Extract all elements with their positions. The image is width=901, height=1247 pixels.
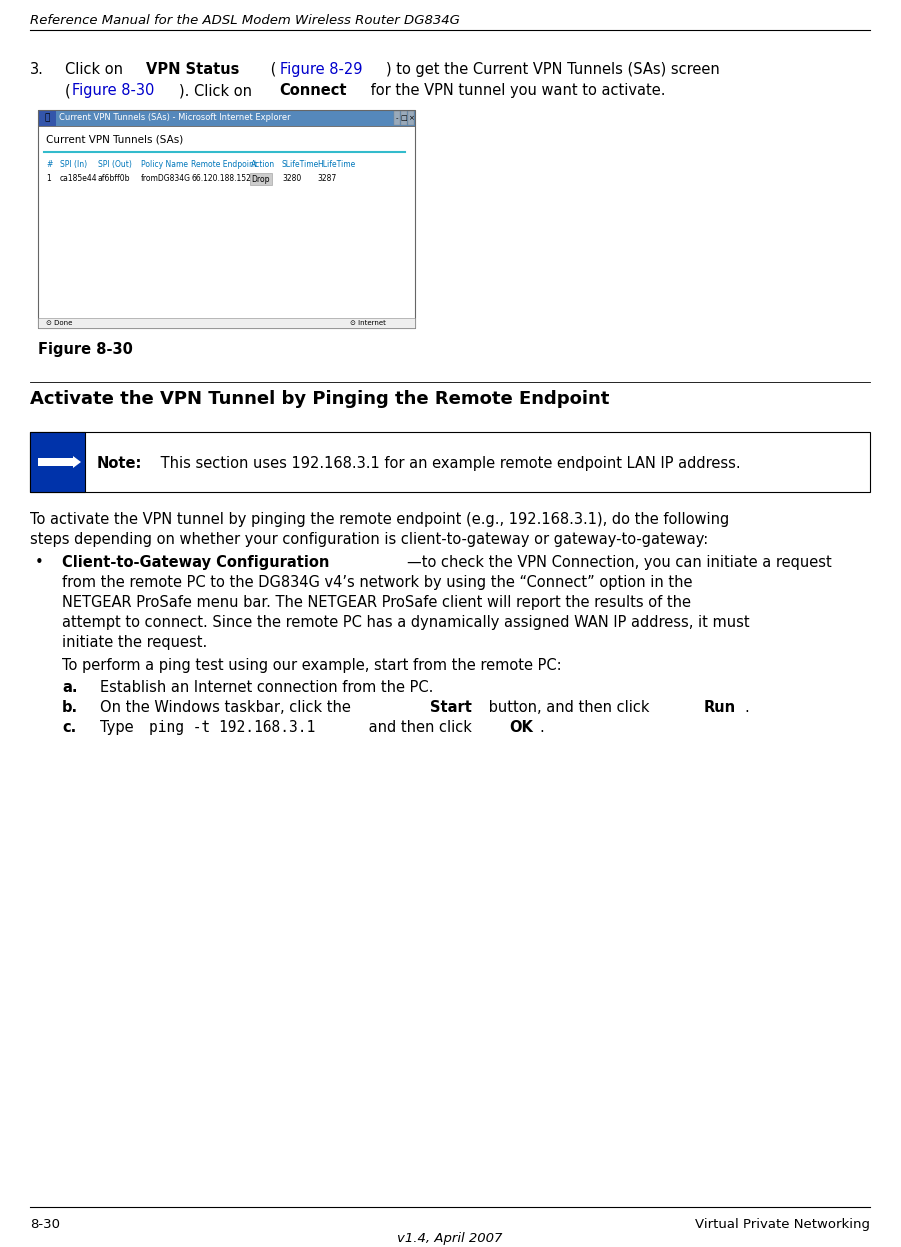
Bar [394, 111, 400, 125]
Bar [401, 111, 407, 125]
Text: -: - [396, 115, 398, 121]
Text: This section uses 192.168.3.1 for an example remote endpoint LAN IP address.: This section uses 192.168.3.1 for an exa… [156, 456, 741, 471]
Text: Reference Manual for the ADSL Modem Wireless Router DG834G: Reference Manual for the ADSL Modem Wire… [30, 14, 460, 27]
Text: af6bff0b: af6bff0b [98, 175, 131, 183]
Text: c.: c. [62, 720, 77, 734]
Text: Connect: Connect [279, 84, 346, 99]
Text: Establish an Internet connection from the PC.: Establish an Internet connection from th… [100, 680, 433, 695]
Text: ⊙ Internet: ⊙ Internet [350, 320, 386, 325]
Text: Figure 8-30: Figure 8-30 [38, 342, 132, 357]
Text: To activate the VPN tunnel by pinging the remote endpoint (e.g., 192.168.3.1), d: To activate the VPN tunnel by pinging th… [30, 513, 729, 527]
Text: SPI (Out): SPI (Out) [98, 160, 132, 170]
Text: Start: Start [430, 700, 471, 715]
Bar [30, 431, 85, 493]
Text: 3280: 3280 [282, 175, 301, 183]
Text: To perform a ping test using our example, start from the remote PC:: To perform a ping test using our example… [62, 658, 561, 673]
Text: Figure 8-30: Figure 8-30 [72, 84, 155, 99]
Text: Activate the VPN Tunnel by Pinging the Remote Endpoint: Activate the VPN Tunnel by Pinging the R… [30, 390, 609, 408]
Text: b.: b. [62, 700, 78, 715]
Text: for the VPN tunnel you want to activate.: for the VPN tunnel you want to activate. [366, 84, 666, 99]
Text: initiate the request.: initiate the request. [62, 635, 207, 650]
Text: Drop: Drop [251, 175, 270, 183]
Text: HLifeTime: HLifeTime [317, 160, 355, 170]
Bar [250, 173, 272, 185]
Text: —to check the VPN Connection, you can initiate a request: —to check the VPN Connection, you can in… [407, 555, 832, 570]
Bar [38, 110, 415, 126]
Text: (: ( [65, 84, 71, 99]
Text: ca185e44: ca185e44 [60, 175, 97, 183]
Text: VPN Status: VPN Status [146, 62, 239, 77]
Text: ping -t 192.168.3.1: ping -t 192.168.3.1 [150, 720, 315, 734]
Text: .: . [540, 720, 544, 734]
Text: Current VPN Tunnels (SAs): Current VPN Tunnels (SAs) [46, 133, 183, 143]
Text: 66.120.188.152: 66.120.188.152 [191, 175, 250, 183]
Text: 3287: 3287 [317, 175, 336, 183]
Text: ) to get the Current VPN Tunnels (SAs) screen: ) to get the Current VPN Tunnels (SAs) s… [387, 62, 720, 77]
Text: On the Windows taskbar, click the: On the Windows taskbar, click the [100, 700, 356, 715]
Text: Current VPN Tunnels (SAs) - Microsoft Internet Explorer: Current VPN Tunnels (SAs) - Microsoft In… [59, 113, 291, 122]
Text: attempt to connect. Since the remote PC has a dynamically assigned WAN IP addres: attempt to connect. Since the remote PC … [62, 615, 750, 630]
Text: 1: 1 [46, 175, 50, 183]
Text: button, and then click: button, and then click [484, 700, 654, 715]
Text: fromDG834G: fromDG834G [141, 175, 191, 183]
Text: from the remote PC to the DG834G v4’s network by using the “Connect” option in t: from the remote PC to the DG834G v4’s ne… [62, 575, 693, 590]
Text: Type: Type [100, 720, 138, 734]
Text: NETGEAR ProSafe menu bar. The NETGEAR ProSafe client will report the results of : NETGEAR ProSafe menu bar. The NETGEAR Pr… [62, 595, 691, 610]
Text: 3.: 3. [30, 62, 44, 77]
Bar [38, 318, 415, 328]
Text: Policy Name: Policy Name [141, 160, 188, 170]
Bar [38, 110, 415, 328]
FancyArrow shape [38, 456, 81, 468]
Text: .: . [745, 700, 750, 715]
Bar [38, 126, 415, 328]
Text: Click on: Click on [65, 62, 128, 77]
Text: 🌐: 🌐 [44, 113, 50, 122]
Text: Action: Action [251, 160, 275, 170]
Text: Note:: Note: [97, 456, 142, 471]
Text: SPI (In): SPI (In) [60, 160, 87, 170]
Text: ⊙ Done: ⊙ Done [46, 320, 72, 325]
Text: Figure 8-29: Figure 8-29 [279, 62, 362, 77]
Text: (: ( [267, 62, 277, 77]
Bar [38, 110, 56, 126]
Text: a.: a. [62, 680, 77, 695]
Text: and then click: and then click [364, 720, 477, 734]
Text: □: □ [401, 115, 407, 121]
Text: SLifeTime: SLifeTime [282, 160, 319, 170]
Text: Run: Run [703, 700, 735, 715]
Text: steps depending on whether your configuration is client-to-gateway or gateway-to: steps depending on whether your configur… [30, 532, 708, 547]
Text: •: • [35, 555, 44, 570]
Text: Client-to-Gateway Configuration: Client-to-Gateway Configuration [62, 555, 330, 570]
Text: 8-30: 8-30 [30, 1218, 60, 1231]
Text: Remote Endpoint: Remote Endpoint [191, 160, 257, 170]
Text: ×: × [408, 115, 414, 121]
Bar [30, 431, 870, 493]
Text: Virtual Private Networking: Virtual Private Networking [695, 1218, 870, 1231]
Text: OK: OK [509, 720, 532, 734]
Text: #: # [46, 160, 52, 170]
Text: v1.4, April 2007: v1.4, April 2007 [397, 1232, 503, 1245]
Bar [408, 111, 414, 125]
Text: ). Click on: ). Click on [178, 84, 257, 99]
